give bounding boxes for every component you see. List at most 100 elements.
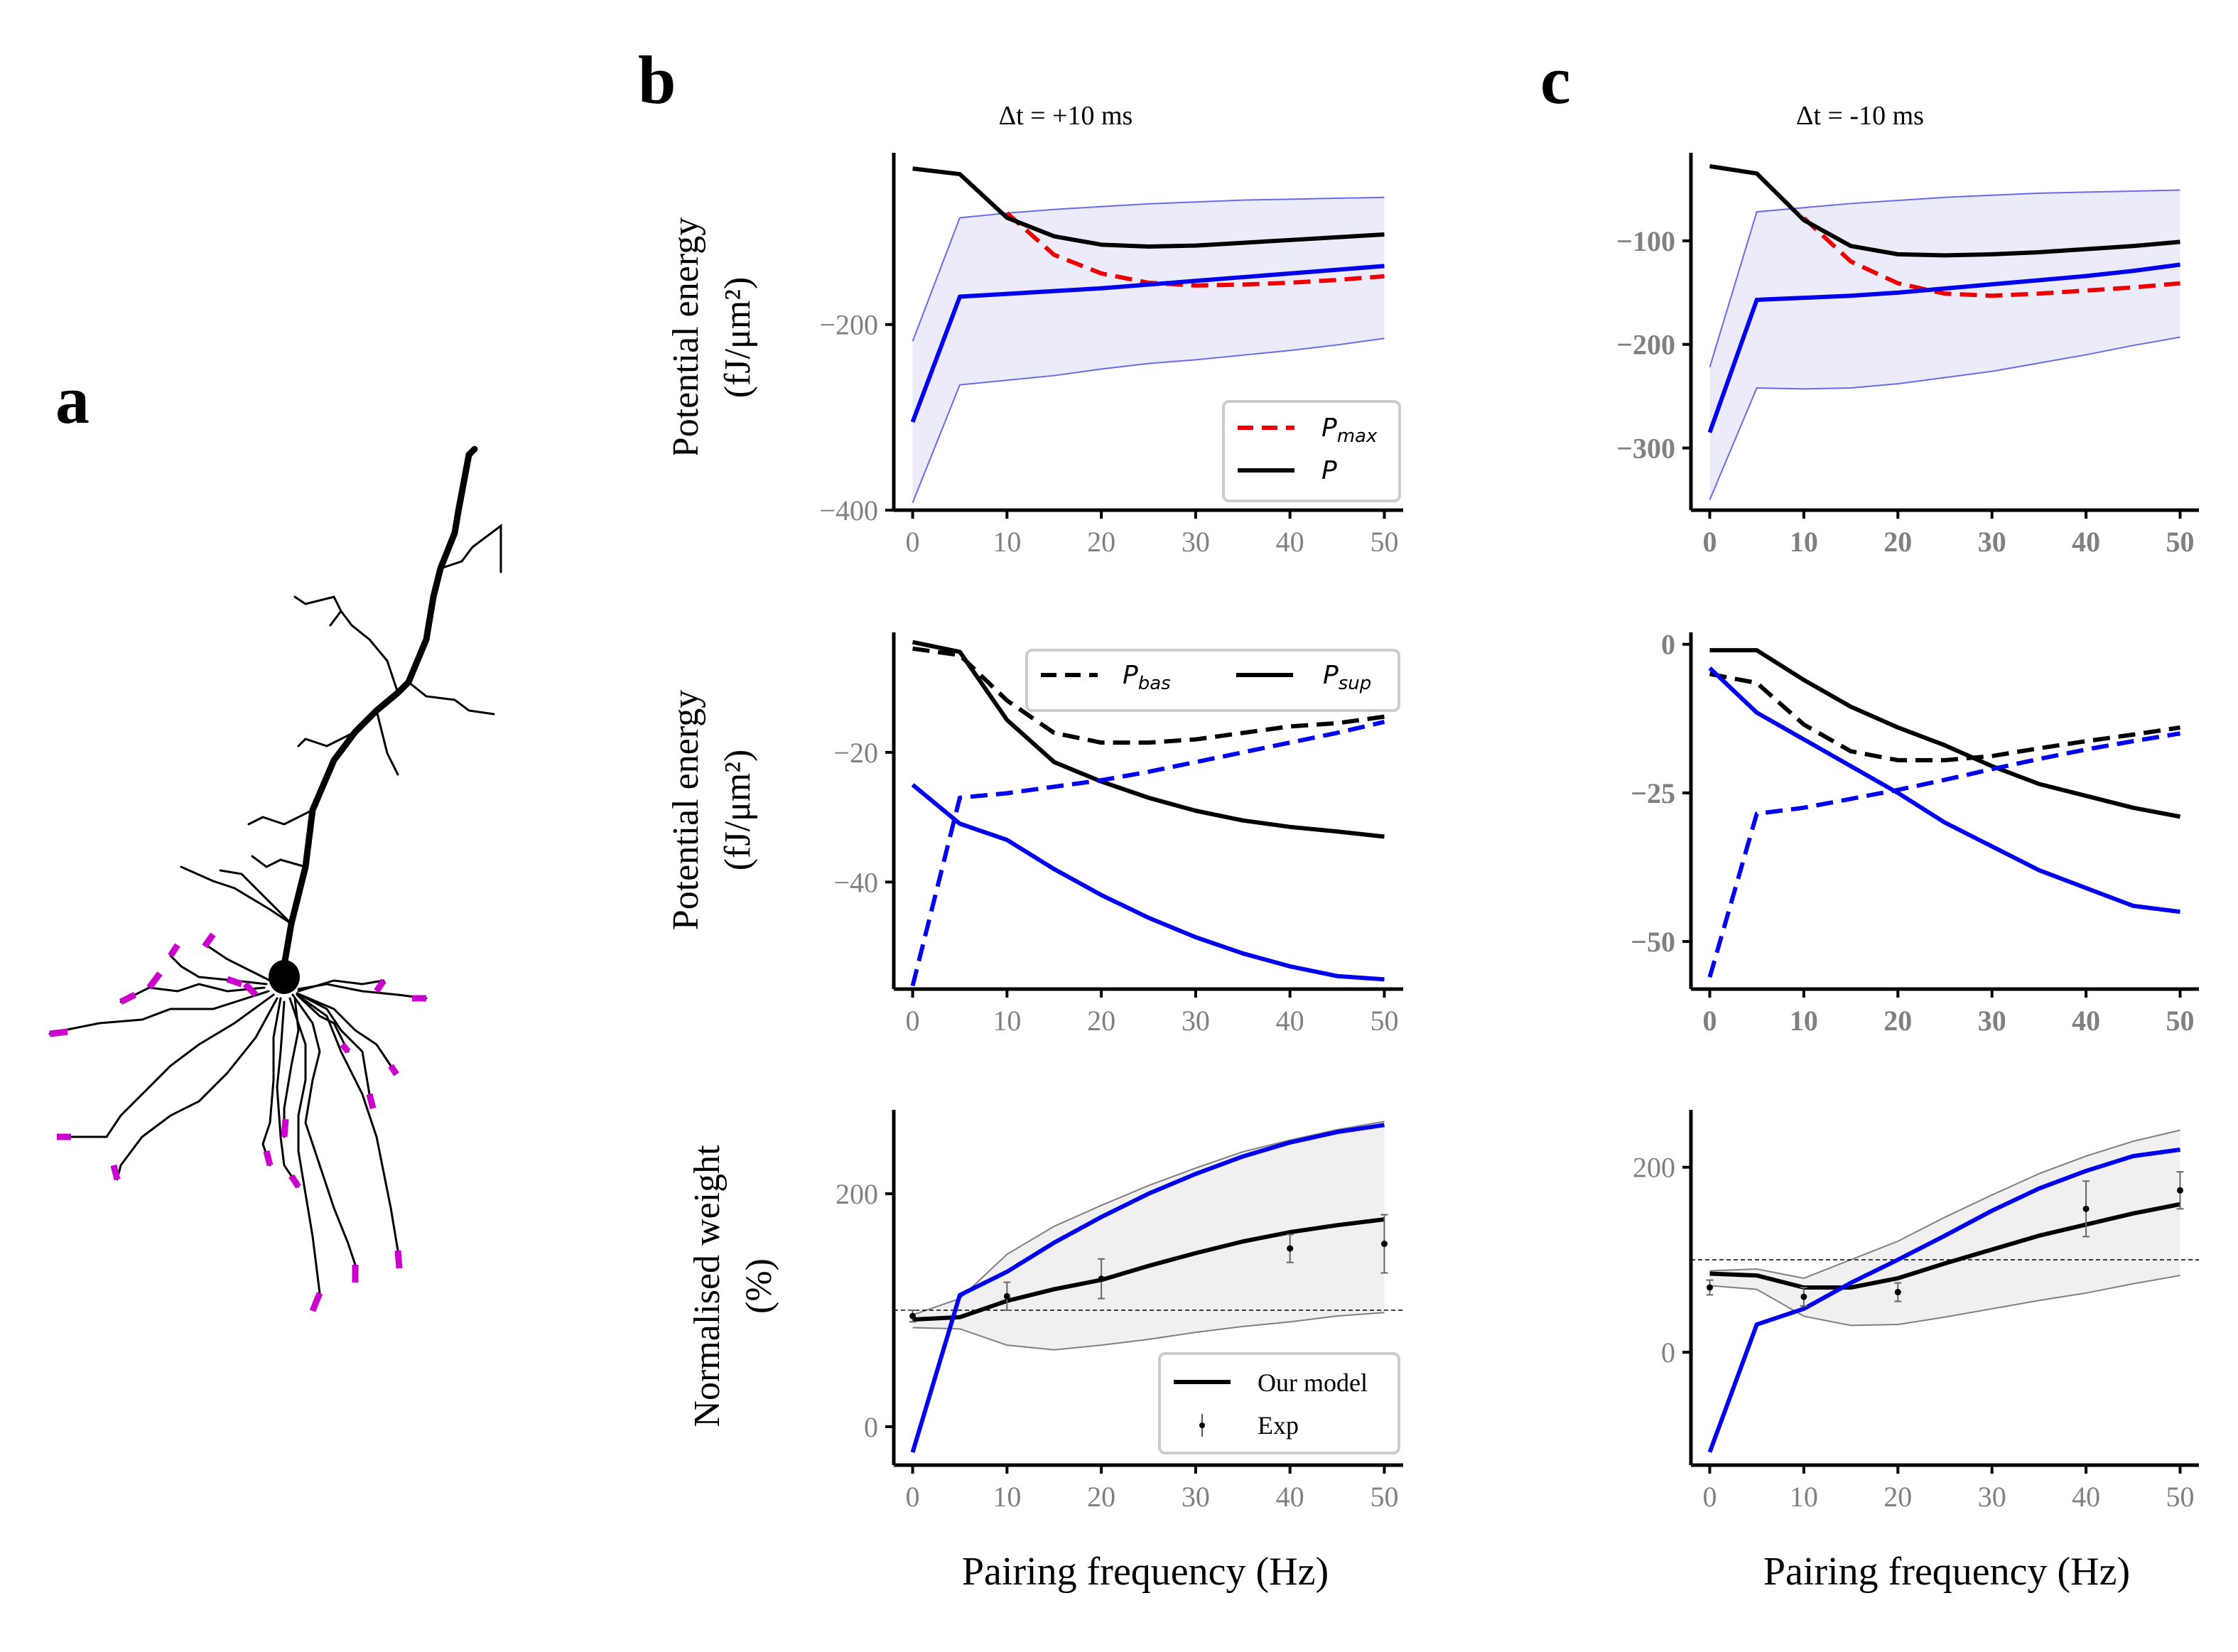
series-line-3 (1708, 666, 2180, 914)
series-line-1 (912, 639, 1385, 839)
title-c: Δt = -10 ms (1796, 101, 1924, 131)
title-b: Δt = +10 ms (999, 101, 1133, 131)
legend-exp-marker (1199, 1422, 1205, 1428)
chart-c2: 0 10 20 30 40 50 −50 −25 0 (1631, 629, 2199, 1037)
ylabel-b3-line1: Normalised weight (687, 1145, 728, 1427)
x-tick-label: 10 (993, 526, 1021, 558)
x-tick-label: 20 (1087, 1005, 1115, 1037)
legend-p-label: P (1321, 456, 1337, 485)
band-area (1709, 1130, 2180, 1326)
series-line-2 (1707, 731, 2181, 978)
y-tick-label: 200 (836, 1178, 878, 1210)
series-line-0 (1802, 216, 2180, 298)
x-tick-label: 10 (993, 1005, 1021, 1037)
y-tick-label: −25 (1631, 777, 1675, 809)
ylabel-b2-line2: (fJ/μm²) (718, 750, 758, 871)
x-tick-label: 20 (1087, 526, 1115, 558)
series-line-0 (912, 646, 1385, 745)
y-tick-label: −300 (1616, 433, 1675, 465)
series-line-0 (1005, 211, 1385, 288)
band-area (1709, 190, 2180, 500)
panel-label-b: b (638, 42, 676, 118)
legend-model-label: Our model (1258, 1368, 1368, 1397)
exp-point (909, 1312, 917, 1319)
band-lower-edge (1709, 336, 2180, 500)
series-line-1 (1707, 1148, 2180, 1453)
x-tick-label: 40 (1276, 1481, 1304, 1513)
y-tick-label: −400 (819, 495, 878, 527)
x-tick-label: 20 (1883, 526, 1912, 558)
series-line-1 (910, 1123, 1385, 1453)
x-tick-label: 0 (906, 526, 920, 558)
exp-point (1706, 1284, 1713, 1291)
exp-point (1003, 1292, 1010, 1300)
x-tick-label: 0 (1702, 1481, 1717, 1513)
exp-point (2177, 1187, 2184, 1194)
ylabel-b1-line2-text: (fJ/μm²) (718, 277, 758, 399)
x-tick-label: 50 (2166, 1481, 2195, 1513)
series-line-0 (1709, 671, 2180, 762)
x-tick-label: 30 (1182, 526, 1210, 558)
x-tick-label: 0 (906, 1481, 920, 1513)
x-tick-label: 10 (1790, 1005, 1818, 1037)
x-tick-label: 10 (1790, 1481, 1818, 1513)
series-line-0 (912, 1217, 1385, 1322)
y-tick-label: 0 (864, 1411, 878, 1443)
x-tick-label: 30 (1978, 1005, 2006, 1037)
series-line-1 (1709, 163, 2180, 258)
y-tick-label: −40 (833, 866, 878, 898)
x-tick-label: 30 (1978, 526, 2006, 558)
legend-exp-label: Exp (1258, 1411, 1299, 1440)
y-tick-label: −50 (1631, 926, 1675, 958)
y-tick-label: 0 (1661, 1337, 1675, 1368)
x-tick-label: 20 (1883, 1481, 1912, 1513)
series-line-2 (1707, 262, 2180, 433)
x-tick-label: 0 (906, 1005, 920, 1037)
y-tick-label: 0 (1661, 629, 1675, 661)
xlabel-b: Pairing frequency (Hz) (962, 1550, 1329, 1594)
exp-point (1098, 1275, 1105, 1283)
exp-point (1894, 1289, 1901, 1296)
band-area (912, 1121, 1385, 1350)
neuron-morphology (48, 446, 502, 1312)
x-tick-label: 0 (1702, 526, 1717, 558)
band-upper-edge (912, 1121, 1385, 1316)
legend-b3: Our model Exp (1158, 1352, 1400, 1454)
ylabel-b1-line2: (fJ/μm²) (718, 277, 758, 399)
x-tick-label: 40 (2072, 1481, 2100, 1513)
panel-label-a: a (55, 362, 90, 438)
series-line-2 (910, 720, 1385, 987)
x-tick-label: 0 (1702, 1005, 1717, 1037)
chart-c1: 0 10 20 30 40 50 −300 −200 −100 (1616, 153, 2199, 558)
legend-b1: Pmax P (1222, 400, 1401, 502)
x-tick-label: 40 (1276, 1005, 1304, 1037)
xlabel-c: Pairing frequency (Hz) (1763, 1550, 2130, 1594)
chart-b1: 0 10 20 30 40 50 −400 −200 (819, 153, 1403, 558)
x-tick-label: 20 (1883, 1005, 1912, 1037)
exp-point (2082, 1205, 2090, 1212)
ylabel-b3-line2: (%) (739, 1258, 779, 1314)
chart-b2: 0 10 20 30 40 50 −40 −20 (833, 632, 1403, 1037)
x-tick-label: 50 (1370, 1005, 1398, 1037)
x-tick-label: 50 (2166, 526, 2195, 558)
band-upper-edge (1709, 189, 2180, 368)
legend-b2: Pbas Psup (1025, 649, 1400, 712)
chart-b3: 0 10 20 30 40 50 0 200 (836, 1110, 1403, 1513)
x-tick-label: 20 (1087, 1481, 1115, 1513)
band-upper-edge (912, 196, 1385, 342)
x-tick-label: 30 (1182, 1481, 1210, 1513)
y-tick-label: −200 (1616, 329, 1675, 361)
y-tick-label: −20 (833, 737, 878, 769)
y-tick-label: 200 (1633, 1152, 1675, 1184)
band-lower-edge (912, 338, 1385, 503)
exp-point (1380, 1241, 1388, 1248)
x-tick-label: 50 (1370, 526, 1398, 558)
band-lower-edge (1709, 1275, 2180, 1327)
ylabel-b1-line1: Potential energy (666, 217, 706, 458)
series-line-2 (910, 264, 1385, 423)
series-line-1 (912, 166, 1385, 249)
exp-point (1800, 1293, 1807, 1300)
x-tick-label: 10 (1790, 526, 1818, 558)
x-tick-label: 40 (1276, 526, 1304, 558)
